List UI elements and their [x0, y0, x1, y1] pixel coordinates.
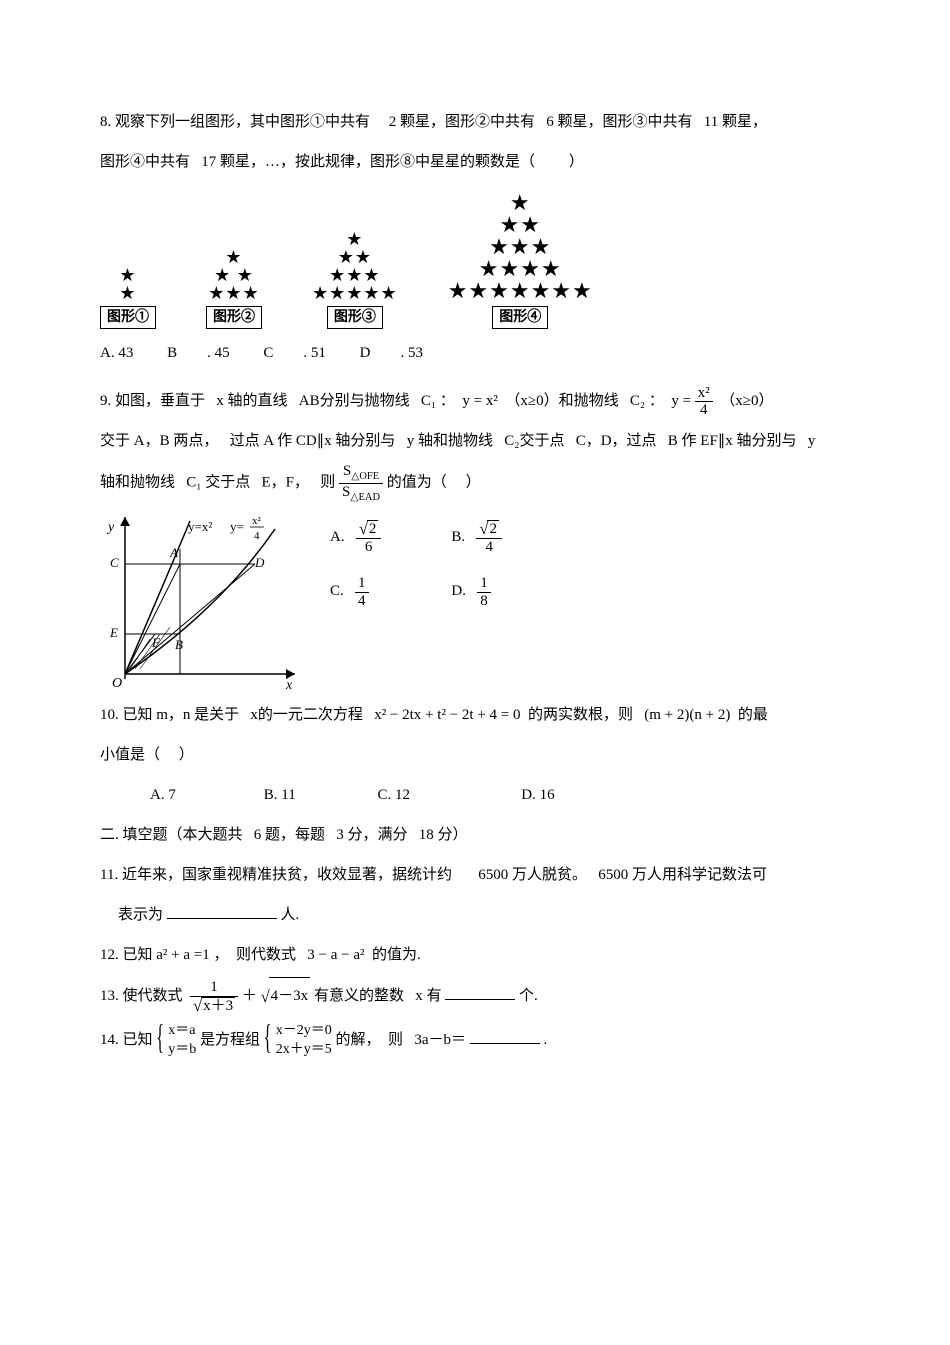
- q9-graph: y x O A B C D E F y=x² y= x² 4: [100, 509, 300, 689]
- q8-text: 11 颗星，: [704, 114, 767, 130]
- q8-text: 8. 观察下列一组图形，其中图形①中共有: [100, 114, 370, 130]
- section-2-header: 二. 填空题（本大题共 6 题，每题 3 分，满分 18 分）: [100, 817, 850, 853]
- svg-text:D: D: [254, 555, 265, 570]
- svg-text:E: E: [109, 625, 118, 640]
- system-2: x－2y＝0 2x＋y＝5: [264, 1021, 332, 1060]
- q9-figure-row: y x O A B C D E F y=x² y= x² 4 A. 26 B. …: [100, 509, 850, 689]
- svg-text:x²: x²: [252, 515, 262, 527]
- q8-figures: ★ ★ 图形① ★ ★ ★ ★★★ 图形② ★ ★★ ★★★ ★★★★★ 图形③…: [100, 192, 850, 329]
- q8-text: 图形④中共有: [100, 154, 190, 170]
- q12-stem: 12. 已知 a² + a =1 ， 则代数式 3 − a − a² 的值为.: [100, 937, 850, 973]
- option-b: B. 24: [451, 519, 502, 555]
- option-a: A. 26: [330, 519, 381, 555]
- blank-input[interactable]: [167, 903, 277, 919]
- option-d: D. 18: [451, 573, 502, 609]
- q14-stem: 14. 已知 x＝a y＝b 是方程组 x－2y＝0 2x＋y＝5 的解， 则 …: [100, 1021, 850, 1060]
- svg-text:y=x²: y=x²: [188, 519, 212, 534]
- blank-input[interactable]: [470, 1028, 540, 1044]
- q13-stem: 13. 使代数式 1 x＋3 ＋ 4－3x 有意义的整数 x 有 个.: [100, 977, 850, 1017]
- q8-stem-2: 图形④中共有 17 颗星，…，按此规律，图形⑧中星星的颗数是（ ）: [100, 144, 850, 180]
- svg-text:y=: y=: [230, 519, 244, 534]
- q10-stem-2: 小值是（ ）: [100, 737, 850, 773]
- svg-text:C: C: [110, 555, 119, 570]
- q8-text: ）: [569, 154, 584, 170]
- system-1: x＝a y＝b: [156, 1021, 196, 1060]
- svg-text:O: O: [112, 676, 122, 689]
- figure-1: ★ ★ 图形①: [100, 266, 156, 329]
- svg-text:B: B: [175, 637, 183, 652]
- q9-stem: 9. 如图，垂直于 x 轴的直线 AB分别与抛物线 C₁ ： y = x² （x…: [100, 383, 850, 419]
- option-c: C. 14: [330, 573, 381, 609]
- fraction-x2-4: x² 4: [695, 385, 713, 419]
- frac-1-root: 1 x＋3: [190, 979, 238, 1015]
- figure-2: ★ ★ ★ ★★★ 图形②: [206, 248, 262, 329]
- q8-text: 2 颗星，图形②中共有: [389, 114, 535, 130]
- q10-options: A. 7 B. 11 C. 12 D. 16: [100, 777, 850, 813]
- q9-stem-3: 轴和抛物线 C₁ 交于点 E，F， 则 S△OFE S△EAD 的值为（ ）: [100, 463, 850, 503]
- q8-options: A. 43 B . 45 C . 51 D . 53: [100, 335, 850, 371]
- figure-4: ★ ★★ ★★★ ★★★★ ★★★★★★★ 图形④: [448, 192, 593, 329]
- svg-text:y: y: [106, 520, 115, 535]
- svg-text:A: A: [169, 545, 178, 560]
- q11-stem-2: 表示为 人.: [100, 897, 850, 933]
- q8-text: 17 颗星，…，按此规律，图形⑧中星星的颗数是（: [201, 154, 535, 170]
- q10-stem: 10. 已知 m，n 是关于 x的一元二次方程 x² − 2tx + t² − …: [100, 697, 850, 733]
- svg-text:x: x: [285, 678, 293, 689]
- q9-stem-2: 交于 A，B 两点， 过点 A 作 CD∥x 轴分别与 y 轴和抛物线 C₂交于…: [100, 423, 850, 459]
- svg-text:4: 4: [254, 530, 260, 542]
- blank-input[interactable]: [445, 984, 515, 1000]
- q11-stem: 11. 近年来，国家重视精准扶贫，收效显著，据统计约 6500 万人脱贫。 65…: [100, 857, 850, 893]
- q8-text: 6 颗星，图形③中共有: [546, 114, 692, 130]
- q9-options: A. 26 B. 24 C. 14 D. 18: [330, 509, 502, 609]
- ratio-fraction: S△OFE S△EAD: [339, 463, 383, 503]
- figure-3: ★ ★★ ★★★ ★★★★★ 图形③: [312, 230, 398, 329]
- svg-text:F: F: [151, 635, 161, 650]
- q8-stem: 8. 观察下列一组图形，其中图形①中共有 2 颗星，图形②中共有 6 颗星，图形…: [100, 104, 850, 140]
